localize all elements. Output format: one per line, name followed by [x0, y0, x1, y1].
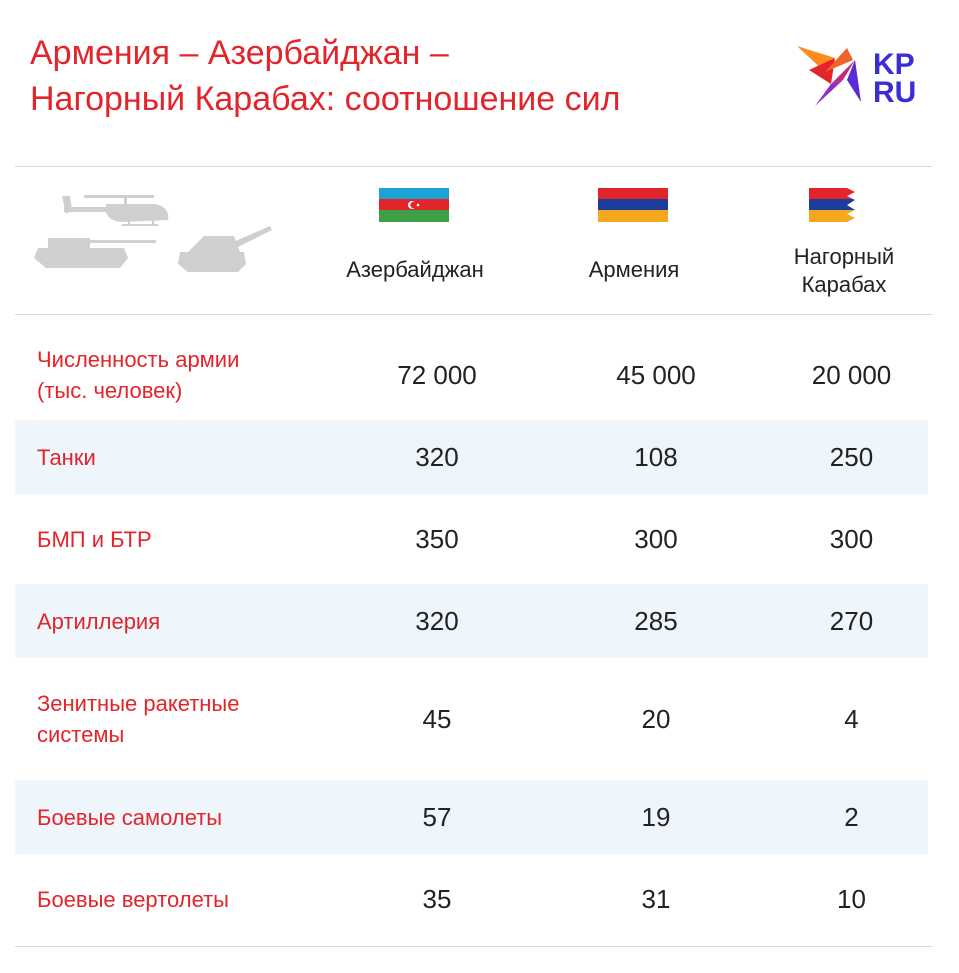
page-title: Армения – Азербайджан – Нагорный Карабах… [30, 30, 750, 122]
value-azerbaijan: 45 [422, 703, 452, 734]
row-label: Боевые самолеты [15, 780, 337, 854]
row-label-line1: Зенитные ракетные [37, 691, 240, 716]
row-label: Зенитные ракетные системы [15, 658, 337, 780]
table-row: Боевые вертолеты 35 31 10 [15, 854, 928, 944]
artillery-icon [178, 226, 272, 272]
value-armenia: 300 [634, 523, 678, 554]
value-karabakh: 300 [829, 523, 874, 554]
table-row: Численность армии (тыс. человек) 72 000 … [15, 330, 928, 420]
value-karabakh: 20 000 [811, 359, 892, 390]
table-bottom-divider [15, 946, 932, 947]
military-silhouettes [34, 195, 272, 272]
table-row: Зенитные ракетные системы 45 20 4 [15, 658, 928, 780]
value-armenia: 20 [641, 703, 671, 734]
value-karabakh: 270 [775, 584, 928, 658]
row-label: Танки [15, 420, 337, 494]
row-label-line2: (тыс. человек) [37, 378, 183, 403]
header-top-divider [15, 166, 932, 167]
value-armenia: 108 [537, 420, 775, 494]
table-row: Артиллерия 320 285 270 [15, 584, 928, 658]
helicopter-icon [62, 195, 169, 226]
row-label: БМП и БТР [37, 526, 152, 552]
column-header-karabakh-line2: Карабах [801, 272, 887, 297]
value-armenia: 31 [641, 883, 671, 914]
value-karabakh: 250 [775, 420, 928, 494]
azerbaijan-flag [379, 188, 449, 222]
column-header-armenia: Армения [588, 257, 680, 282]
karabakh-flag [809, 188, 879, 222]
armenia-flag [598, 188, 668, 222]
value-azerbaijan: 57 [337, 780, 537, 854]
value-azerbaijan: 72 000 [397, 359, 477, 390]
value-armenia: 19 [537, 780, 775, 854]
row-label-line2: системы [37, 722, 125, 747]
value-karabakh: 4 [844, 703, 859, 734]
value-karabakh: 10 [837, 883, 866, 914]
column-header-azerbaijan: Азербайджан [346, 257, 484, 282]
title-line-1: Армения – Азербайджан – [30, 34, 449, 72]
value-armenia: 45 000 [616, 359, 696, 390]
tank-icon [34, 238, 156, 268]
logo-text-ru: RU [873, 76, 916, 109]
value-azerbaijan: 350 [415, 523, 459, 554]
value-karabakh: 2 [775, 780, 928, 854]
column-header-karabakh: Нагорный Карабах [744, 243, 944, 299]
row-label: Численность армии (тыс. человек) [15, 330, 337, 420]
table-row: Танки 320 108 250 [15, 420, 928, 494]
value-armenia: 285 [537, 584, 775, 658]
row-label: Боевые вертолеты [37, 886, 229, 912]
header-bottom-divider [15, 314, 932, 315]
title-line-2: Нагорный Карабах: соотношение сил [30, 80, 621, 118]
forces-table: Численность армии (тыс. человек) 72 000 … [15, 330, 928, 944]
row-label-line1: Численность армии [37, 347, 240, 372]
value-azerbaijan: 320 [337, 420, 537, 494]
value-azerbaijan: 35 [422, 883, 452, 914]
row-label: Артиллерия [15, 584, 337, 658]
logo-text-kp: KP [873, 48, 915, 81]
column-header-karabakh-line1: Нагорный [793, 244, 895, 269]
table-row: БМП и БТР 350 300 300 [15, 494, 928, 584]
kp-ru-logo: KP RU [797, 46, 916, 109]
table-row: Боевые самолеты 57 19 2 [15, 780, 928, 854]
value-azerbaijan: 320 [337, 584, 537, 658]
